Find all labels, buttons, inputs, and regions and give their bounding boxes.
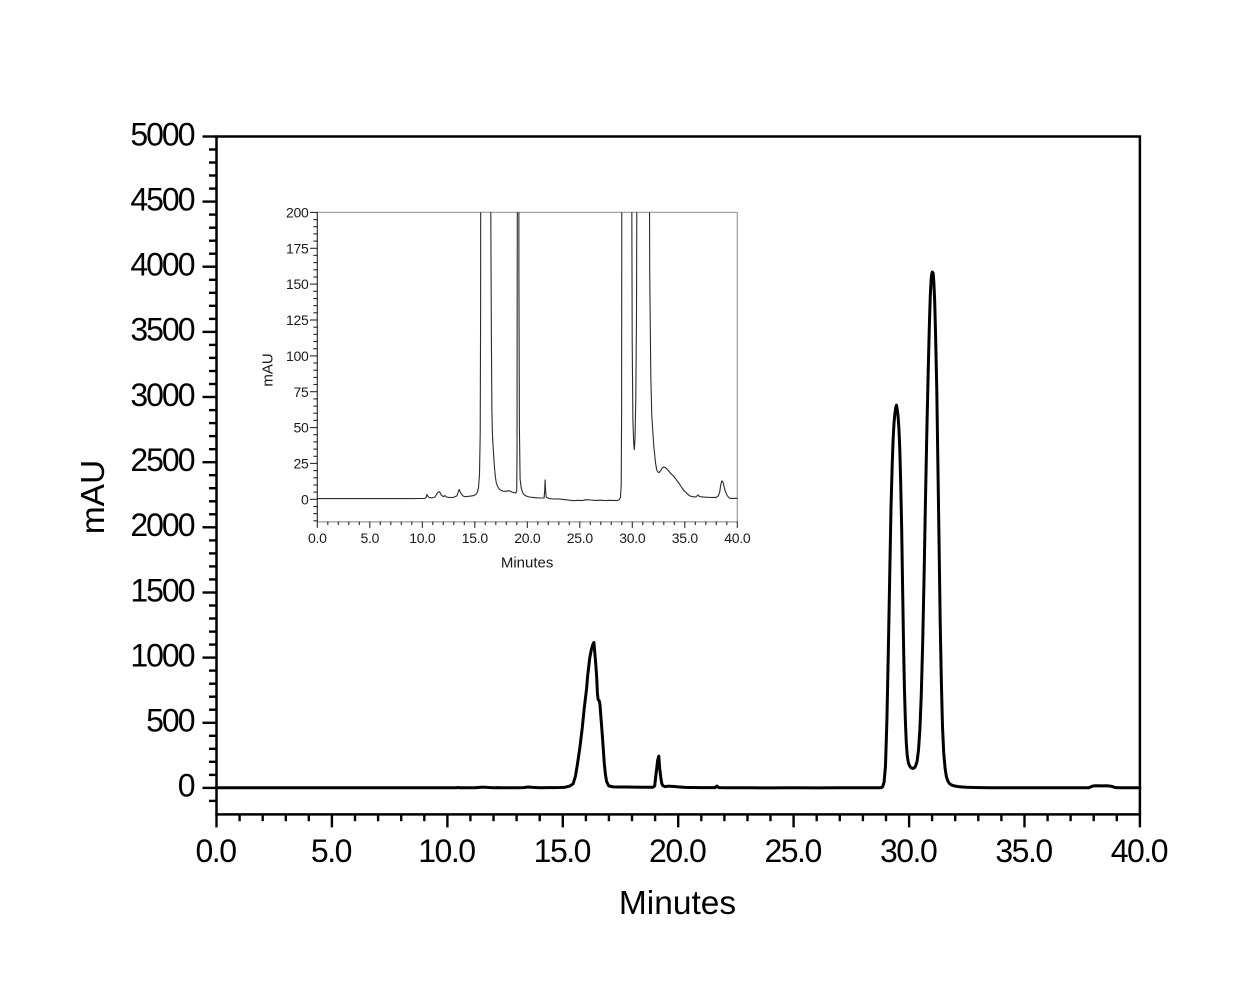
- svg-text:20.0: 20.0: [514, 530, 541, 546]
- svg-text:mAU: mAU: [260, 353, 277, 386]
- svg-text:35.0: 35.0: [672, 530, 699, 546]
- svg-text:0.0: 0.0: [196, 833, 237, 869]
- svg-text:200: 200: [286, 205, 309, 221]
- svg-text:25: 25: [294, 456, 309, 472]
- svg-text:0: 0: [178, 768, 195, 804]
- svg-text:Minutes: Minutes: [501, 555, 554, 572]
- svg-text:15.0: 15.0: [534, 833, 591, 869]
- svg-text:25.0: 25.0: [764, 833, 821, 869]
- svg-text:100: 100: [286, 348, 309, 364]
- svg-text:150: 150: [286, 276, 309, 292]
- svg-text:30.0: 30.0: [619, 530, 646, 546]
- svg-text:2500: 2500: [130, 442, 194, 478]
- svg-text:125: 125: [286, 312, 309, 328]
- svg-text:4000: 4000: [130, 247, 194, 283]
- svg-text:5000: 5000: [130, 116, 194, 152]
- svg-text:1000: 1000: [130, 637, 194, 673]
- svg-text:175: 175: [286, 240, 309, 256]
- svg-text:3000: 3000: [130, 377, 194, 413]
- svg-text:15.0: 15.0: [462, 530, 489, 546]
- svg-text:75: 75: [294, 384, 309, 400]
- svg-text:10.0: 10.0: [409, 530, 436, 546]
- svg-text:30.0: 30.0: [880, 833, 937, 869]
- svg-text:0: 0: [301, 491, 309, 507]
- svg-text:10.0: 10.0: [418, 833, 475, 869]
- svg-text:50: 50: [294, 420, 309, 436]
- svg-text:5.0: 5.0: [361, 530, 380, 546]
- svg-text:5.0: 5.0: [311, 833, 352, 869]
- svg-text:3500: 3500: [130, 312, 194, 348]
- svg-text:20.0: 20.0: [649, 833, 706, 869]
- svg-text:25.0: 25.0: [567, 530, 594, 546]
- svg-text:0.0: 0.0: [308, 530, 327, 546]
- svg-text:40.0: 40.0: [724, 530, 751, 546]
- svg-text:1500: 1500: [130, 572, 194, 608]
- svg-text:35.0: 35.0: [995, 833, 1052, 869]
- svg-text:Minutes: Minutes: [619, 885, 736, 922]
- svg-text:4500: 4500: [130, 181, 194, 217]
- svg-text:2000: 2000: [130, 507, 194, 543]
- svg-text:mAU: mAU: [75, 460, 112, 534]
- svg-text:40.0: 40.0: [1111, 833, 1168, 869]
- svg-text:500: 500: [146, 703, 195, 739]
